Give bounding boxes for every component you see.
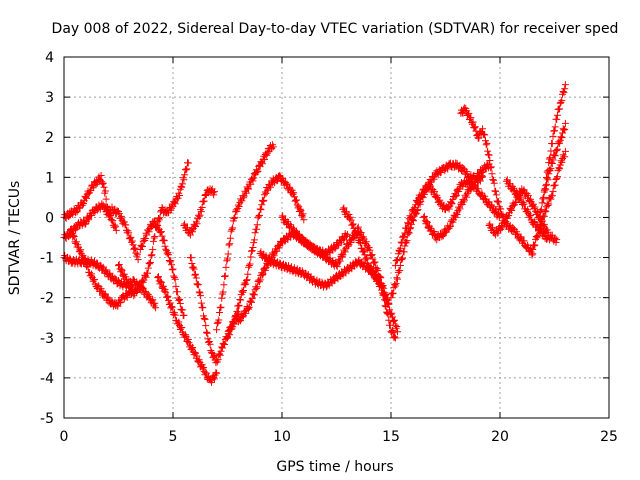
plus-markers: [60, 200, 142, 264]
x-tick-label: 15: [382, 429, 400, 445]
plus-markers: [339, 204, 393, 308]
data-marks: [60, 81, 569, 386]
plus-markers: [420, 172, 487, 244]
series-track-22: [529, 147, 569, 253]
plus-markers: [391, 176, 504, 270]
y-tick-label: 2: [45, 130, 54, 146]
y-axis-label: SDTVAR / TECUs: [7, 181, 23, 296]
plus-markers: [180, 185, 218, 239]
series-track-20: [485, 185, 552, 239]
series-track-21: [503, 176, 561, 246]
series-track-11: [224, 171, 308, 342]
series-track-10: [213, 141, 277, 334]
series-track-1: [60, 172, 120, 234]
series-track-4: [67, 225, 140, 310]
y-tick-label: -1: [40, 251, 54, 267]
series-track-24: [540, 81, 569, 201]
series-track-19: [457, 104, 537, 259]
plus-markers: [224, 171, 308, 342]
series-track-15: [339, 204, 393, 308]
plus-markers: [136, 217, 188, 319]
series-track-17: [391, 176, 504, 270]
x-tick-label: 10: [273, 429, 291, 445]
series-track-7: [154, 273, 221, 386]
x-tick-label: 0: [60, 429, 69, 445]
y-tick-label: 4: [45, 50, 54, 66]
y-tick-label: 1: [45, 170, 54, 186]
x-tick-label: 25: [600, 429, 618, 445]
plus-markers: [154, 273, 221, 386]
series-track-18: [420, 172, 487, 244]
plot-frame: [63, 56, 610, 419]
x-axis-label: GPS time / hours: [276, 459, 393, 475]
x-tick-label: 20: [491, 429, 509, 445]
plus-markers: [540, 81, 569, 201]
y-tick-label: -5: [40, 411, 54, 427]
series-track-2: [60, 200, 142, 264]
plus-markers: [485, 185, 552, 239]
plus-markers: [213, 141, 277, 334]
plus-markers: [529, 147, 569, 253]
plus-markers: [387, 159, 493, 302]
y-tick-label: -4: [40, 371, 54, 387]
chart-title: Day 008 of 2022, Sidereal Day-to-day VTE…: [52, 21, 619, 37]
y-tick-label: -2: [40, 291, 54, 307]
gridlines: [64, 57, 609, 418]
x-tick-label: 5: [169, 429, 178, 445]
y-tick-label: -3: [40, 331, 54, 347]
series-track-6: [136, 217, 188, 319]
plus-markers: [457, 104, 537, 259]
series-track-9: [180, 185, 218, 239]
series-track-23: [535, 119, 569, 221]
plus-markers: [67, 225, 140, 310]
plus-markers: [535, 119, 569, 221]
series-track-16: [387, 159, 493, 302]
y-tick-label: 0: [45, 210, 54, 226]
plus-markers: [60, 172, 120, 234]
y-tick-label: 3: [45, 90, 54, 106]
plus-markers: [503, 176, 561, 246]
